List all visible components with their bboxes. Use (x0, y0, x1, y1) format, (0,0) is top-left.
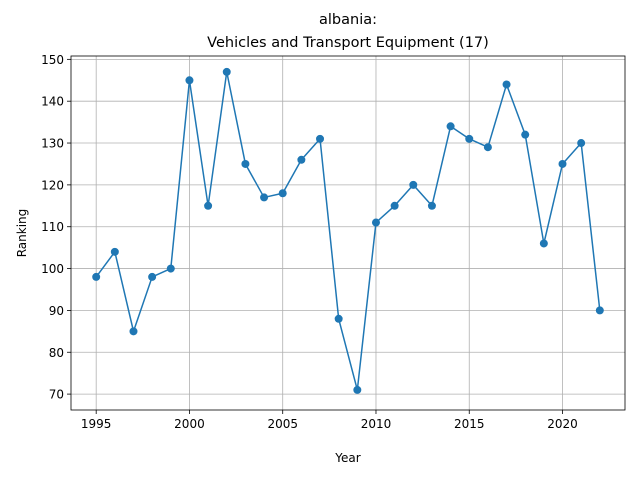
data-point (353, 385, 362, 394)
x-tick-label: 2010 (361, 417, 392, 431)
y-tick-label: 80 (49, 346, 64, 360)
y-tick-label: 150 (41, 53, 64, 67)
data-point (577, 139, 586, 148)
data-point (204, 201, 213, 210)
y-tick-label: 130 (41, 137, 64, 151)
y-tick-label: 70 (49, 388, 64, 402)
data-point (334, 314, 343, 323)
y-tick-label: 110 (41, 220, 64, 234)
data-point (502, 80, 511, 89)
data-point (465, 134, 474, 143)
data-point (427, 201, 436, 210)
data-point (166, 264, 175, 273)
data-point (521, 130, 530, 139)
data-point (92, 272, 101, 281)
series-1 (92, 67, 604, 394)
data-point (241, 159, 250, 168)
axes-frame (70, 55, 626, 411)
data-point (222, 67, 231, 76)
x-tick-label: 2015 (454, 417, 485, 431)
y-tick-label: 140 (41, 95, 64, 109)
y-tick-label: 120 (41, 178, 64, 192)
data-point (558, 159, 567, 168)
data-point (390, 201, 399, 210)
x-tick-label: 2005 (267, 417, 298, 431)
data-point (297, 155, 306, 164)
x-tick-label: 1995 (81, 417, 112, 431)
data-point (129, 327, 138, 336)
y-axis-label: Ranking (15, 209, 29, 258)
data-point (483, 143, 492, 152)
tick-marks: 1995 2000 2005 2010 2015 2020 70 80 90 100 110 120 1… (41, 53, 578, 431)
axes (70, 55, 626, 411)
data-point (371, 218, 380, 227)
chart-title-line-2: Vehicles and Transport Equipment (17) (207, 35, 489, 51)
data-point (595, 306, 604, 315)
y-tick-label: 100 (41, 262, 64, 276)
data-point (446, 122, 455, 131)
data-point (539, 239, 548, 248)
data-point (260, 193, 269, 202)
plot-area (71, 56, 625, 410)
data-point (278, 189, 287, 198)
data-point (148, 272, 157, 281)
chart-title-line-1: albania: (319, 12, 377, 28)
y-tick-label: 90 (49, 304, 64, 318)
data-point (185, 76, 194, 85)
x-axis-label: Year (334, 451, 360, 465)
data-point (409, 180, 418, 189)
series-line (95, 71, 601, 391)
x-tick-label: 2000 (174, 417, 205, 431)
x-tick-label: 2020 (547, 417, 578, 431)
data-point (316, 134, 325, 143)
data-point (110, 247, 119, 256)
